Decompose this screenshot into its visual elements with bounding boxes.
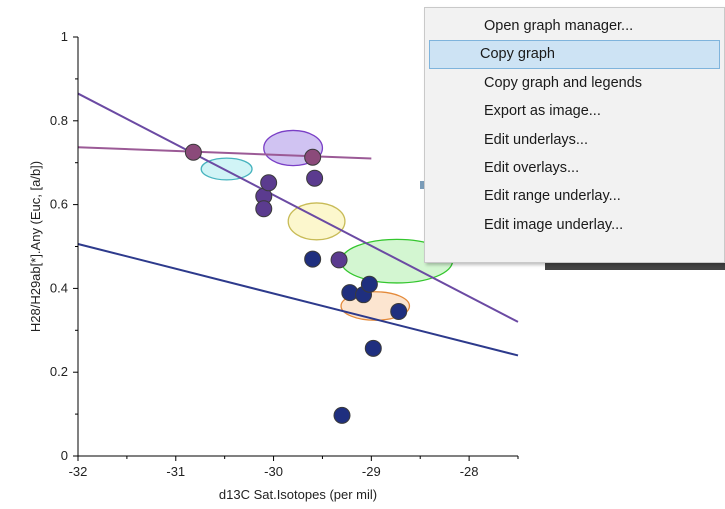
x-tick-label: -28	[460, 464, 479, 479]
x-tick-label: -29	[362, 464, 381, 479]
data-point[interactable]	[306, 169, 324, 187]
x-ticks: -32 -31 -30 -29 -28	[69, 456, 519, 479]
x-axis-title: d13C Sat.Isotopes (per mil)	[219, 487, 377, 502]
menu-item-copy-graph-and-legends[interactable]: Copy graph and legends	[484, 74, 643, 91]
data-point[interactable]	[260, 174, 278, 192]
regression-line-1	[77, 92, 519, 323]
data-point[interactable]	[304, 250, 322, 268]
data-point[interactable]	[333, 406, 351, 424]
menu-list: Open graph manager... Copy graph Copy grap…	[425, 12, 724, 239]
underlay-ellipse-2	[287, 202, 346, 241]
data-point[interactable]	[304, 148, 322, 166]
y-tick-label: 1	[61, 29, 68, 44]
menu-item-copy-graph[interactable]: Copy graph	[429, 40, 720, 69]
regression-lines	[77, 92, 519, 357]
y-ticks: 0 0.2 0.4 0.6 0.8 1	[50, 29, 78, 463]
menu-item-edit-overlays[interactable]: Edit overlays...	[484, 159, 580, 176]
menu-item-open-graph-manager[interactable]: Open graph manager...	[484, 18, 634, 34]
ellipse-underlays	[200, 129, 454, 321]
y-tick-label: 0.2	[50, 364, 68, 379]
y-axis-title: H28/H29ab[*].Any (Euc, [a/b])	[28, 161, 43, 332]
data-point[interactable]	[330, 251, 348, 269]
menu-item-edit-range-underlay[interactable]: Edit range underlay...	[484, 188, 621, 205]
background-panel-strip	[545, 263, 725, 270]
data-points	[184, 143, 408, 424]
y-tick-label: 0	[61, 448, 68, 463]
context-menu: Open graph manager... Copy graph Copy grap…	[424, 7, 725, 263]
background-panel-edge	[420, 181, 425, 189]
menu-item-export-as-image[interactable]: Export as image...	[484, 103, 601, 120]
x-tick-label: -32	[69, 464, 88, 479]
y-tick-label: 0.6	[50, 197, 68, 212]
x-tick-label: -31	[166, 464, 185, 479]
y-tick-label: 0.8	[50, 113, 68, 128]
data-point[interactable]	[360, 275, 378, 293]
data-point[interactable]	[390, 302, 408, 320]
regression-line-2	[77, 146, 372, 160]
menu-item-edit-underlays[interactable]: Edit underlays...	[484, 131, 588, 148]
regression-line-0	[77, 243, 519, 357]
data-point[interactable]	[255, 200, 273, 218]
data-point[interactable]	[184, 143, 202, 161]
data-point[interactable]	[364, 339, 382, 357]
x-tick-label: -30	[264, 464, 283, 479]
y-tick-label: 0.4	[50, 280, 68, 295]
menu-item-edit-image-underlay[interactable]: Edit image underlay...	[484, 216, 624, 233]
